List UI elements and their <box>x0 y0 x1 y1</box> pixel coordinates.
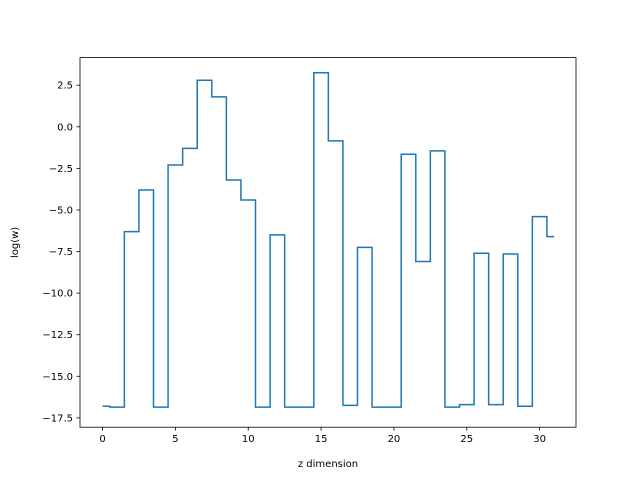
plot-frame <box>79 57 577 428</box>
x-tick-label: 30 <box>533 434 546 445</box>
y-axis-ticks: 2.5 0.0 −2.5 −5.0 −7.5 −10.0 −12.5 −15.0 −17.5 <box>42 81 80 424</box>
y-tick-label: −15.0 <box>42 372 73 383</box>
x-axis-label: z dimension <box>298 459 358 470</box>
y-tick-label: −7.5 <box>49 247 73 258</box>
x-axis-ticks: 0 5 10 15 20 25 30 <box>99 427 546 445</box>
x-tick-label: 25 <box>460 434 473 445</box>
x-tick-label: 15 <box>315 434 328 445</box>
x-tick-label: 20 <box>388 434 401 445</box>
x-tick-label: 5 <box>172 434 178 445</box>
series-line <box>102 71 555 408</box>
y-tick-label: 2.5 <box>57 81 73 92</box>
y-tick-label: −5.0 <box>49 205 73 216</box>
y-tick-label: 0.0 <box>57 122 73 133</box>
x-tick-label: 0 <box>99 434 105 445</box>
y-tick-label: −2.5 <box>49 164 73 175</box>
y-axis-label: log(w) <box>10 227 21 258</box>
y-tick-label: −12.5 <box>42 330 73 341</box>
x-tick-label: 10 <box>242 434 255 445</box>
y-tick-label: −10.0 <box>42 289 73 300</box>
y-tick-label: −17.5 <box>42 413 73 424</box>
